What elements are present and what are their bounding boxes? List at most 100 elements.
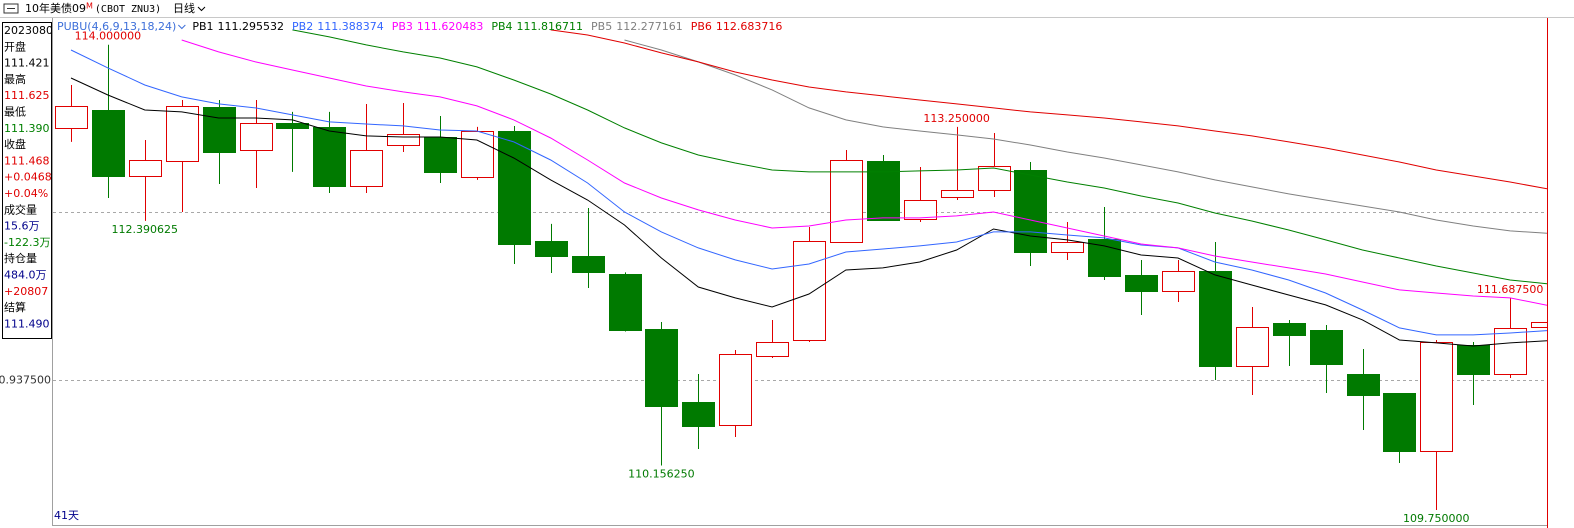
candle-body xyxy=(609,274,642,331)
instrument-flag: M xyxy=(86,2,93,11)
extreme-label: 112.390625 xyxy=(112,223,178,236)
legend-name: PB3 xyxy=(392,20,413,33)
candle-body xyxy=(498,131,531,245)
candle-body xyxy=(1199,271,1232,367)
icon-frame xyxy=(3,3,19,14)
candle-body xyxy=(55,106,88,129)
info-panel xyxy=(2,22,52,339)
candle-body xyxy=(572,256,605,273)
info-row: 20230809 xyxy=(4,24,60,37)
extreme-label: 109.750000 xyxy=(1403,512,1469,525)
info-row: +0.04% xyxy=(4,187,48,200)
extreme-label: 111.687500 xyxy=(1477,283,1543,296)
info-row: 111.625 xyxy=(4,89,50,102)
instrument-name: 10年美债09 xyxy=(25,1,86,15)
candle-body xyxy=(461,131,494,178)
candle-body xyxy=(1051,242,1084,253)
legend-value: 112.683716 xyxy=(716,20,782,33)
indicator-line xyxy=(70,49,1547,336)
indicator-name[interactable]: PUBU(4,6,9,13,18,24) xyxy=(57,20,176,33)
indicator-line xyxy=(624,39,1547,234)
info-row: 持仓量 xyxy=(4,251,37,265)
candle-body xyxy=(129,160,162,177)
candle-body xyxy=(1531,322,1547,328)
candle-body xyxy=(941,190,974,198)
candle-body xyxy=(535,241,568,257)
info-row: 收盘 xyxy=(4,137,26,151)
candle-body xyxy=(1457,345,1490,375)
candle-body xyxy=(1383,393,1416,452)
candle-body xyxy=(240,123,273,151)
candle-body xyxy=(424,137,457,173)
indicator-line xyxy=(181,39,1547,306)
candle-body xyxy=(682,402,715,427)
legend-value: 112.277161 xyxy=(616,20,682,33)
legend-name: PB5 xyxy=(591,20,612,33)
info-row: 最低 xyxy=(4,106,26,119)
indicator-line xyxy=(292,29,1547,285)
candle-body xyxy=(350,150,383,187)
legend-name: PB1 xyxy=(192,20,213,33)
info-row: -122.3万 xyxy=(4,236,50,249)
extreme-label: 113.250000 xyxy=(923,112,989,125)
info-row: 111.490 xyxy=(4,317,50,330)
candle-body xyxy=(645,329,678,407)
info-row: 111.390 xyxy=(4,122,50,135)
candle-body xyxy=(276,123,309,129)
candle-body xyxy=(1162,271,1195,292)
info-row: +0.0468 xyxy=(4,171,52,184)
candle-body xyxy=(92,110,125,177)
legend-name: PB4 xyxy=(491,20,512,33)
candle-body xyxy=(1420,342,1453,452)
legend-value: 111.295532 xyxy=(218,20,284,33)
candle-body xyxy=(719,354,752,426)
plot xyxy=(55,29,1547,511)
legend-name: PB6 xyxy=(691,20,712,33)
candle-body xyxy=(1310,330,1343,365)
info-row: +20807 xyxy=(4,285,48,298)
candle-body xyxy=(203,107,236,153)
extreme-label: 114.000000 xyxy=(75,30,141,43)
period-selector[interactable]: 日线 xyxy=(173,1,195,15)
legend-name: PB2 xyxy=(292,20,313,33)
info-panel-rows: 20230809 开盘 111.421 最高 111.625 最低 111.390 收盘 111… xyxy=(4,24,60,330)
legend-value: 111.816711 xyxy=(517,20,583,33)
candle-body xyxy=(1494,328,1527,375)
info-row: 111.468 xyxy=(4,154,50,167)
extreme-label: 110.156250 xyxy=(628,468,694,481)
y-tick-label: 10.937500 xyxy=(0,374,51,387)
candle-body xyxy=(1236,327,1269,367)
legend-value: 111.620483 xyxy=(417,20,483,33)
candle-body xyxy=(387,134,420,146)
candle-body xyxy=(756,342,789,357)
info-row: 111.421 xyxy=(4,57,50,70)
info-row: 最高 xyxy=(4,72,26,86)
grid xyxy=(53,212,1547,381)
candle-body xyxy=(313,127,346,187)
candle-body xyxy=(166,106,199,162)
bar-count: 41天 xyxy=(54,509,79,522)
legend-value: 111.388374 xyxy=(317,20,383,33)
info-row: 开盘 xyxy=(4,39,26,53)
info-row: 15.6万 xyxy=(4,220,40,233)
candle-body xyxy=(1014,170,1047,253)
indicator-line xyxy=(70,77,1547,347)
indicator-legend: PUBU(4,6,9,13,18,24) PB1 111.295532 PB2 111.… xyxy=(57,20,782,33)
menu-icon[interactable] xyxy=(3,3,19,14)
info-row: 484.0万 xyxy=(4,269,47,282)
candle-body xyxy=(1088,239,1121,277)
candle-body xyxy=(1273,323,1306,336)
indicator-line xyxy=(550,29,1547,190)
dropdown-caret[interactable] xyxy=(197,6,206,12)
instrument-code: (CBOT ZNU3) xyxy=(95,4,161,15)
candle-body xyxy=(1125,275,1158,292)
info-row: 结算 xyxy=(4,300,26,314)
candle-body xyxy=(793,241,826,341)
candle-body xyxy=(867,161,900,221)
info-row: 成交量 xyxy=(4,202,37,216)
dropdown-caret[interactable] xyxy=(177,24,186,30)
candle-body xyxy=(1347,374,1380,396)
candle-body xyxy=(830,160,863,243)
